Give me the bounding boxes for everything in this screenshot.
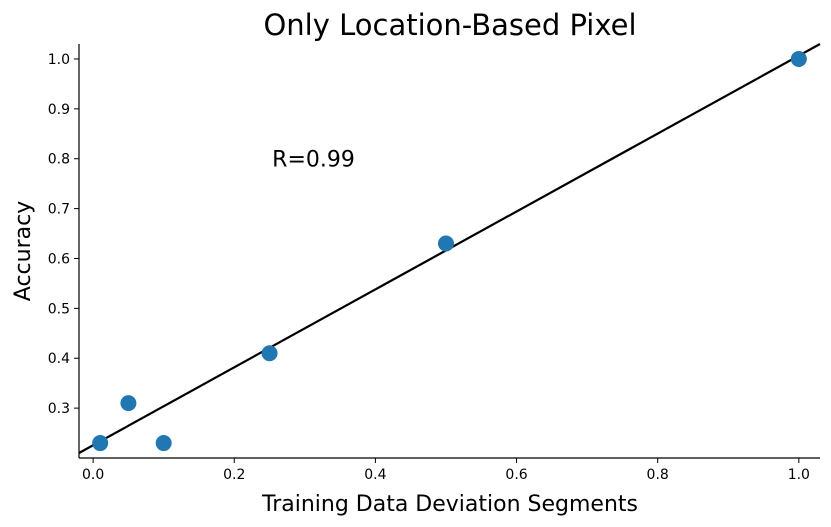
x-axis-ticks: 0.0 0.2 0.4 0.6 0.8 1.0	[82, 458, 810, 483]
data-point	[92, 435, 109, 452]
y-axis-label: Accuracy	[11, 201, 36, 301]
data-point	[155, 435, 172, 452]
y-axis-ticks: 0.3 0.4 0.5 0.6 0.7 0.8 0.9 1.0	[48, 52, 79, 417]
x-axis-label: Training Data Deviation Segments	[261, 492, 638, 517]
x-tick-label: 0.8	[647, 467, 669, 483]
data-point	[261, 345, 278, 362]
y-tick-label: 0.4	[48, 351, 70, 367]
x-tick-label: 0.6	[505, 467, 527, 483]
y-tick-label: 1.0	[48, 52, 70, 68]
y-tick-label: 0.9	[48, 102, 70, 118]
y-tick-label: 0.7	[48, 202, 70, 218]
y-tick-label: 0.8	[48, 152, 70, 168]
y-tick-label: 0.3	[48, 401, 70, 417]
x-tick-label: 0.2	[223, 467, 245, 483]
x-tick-label: 1.0	[788, 467, 810, 483]
chart-title: Only Location-Based Pixel	[263, 8, 636, 42]
correlation-annotation: R=0.99	[272, 148, 355, 173]
x-tick-label: 0.4	[364, 467, 386, 483]
y-tick-label: 0.5	[48, 301, 70, 317]
y-tick-label: 0.6	[48, 251, 70, 267]
data-point	[790, 50, 807, 67]
data-point	[120, 395, 137, 412]
x-tick-label: 0.0	[82, 467, 104, 483]
data-point	[437, 235, 454, 252]
plot-area	[78, 43, 821, 454]
